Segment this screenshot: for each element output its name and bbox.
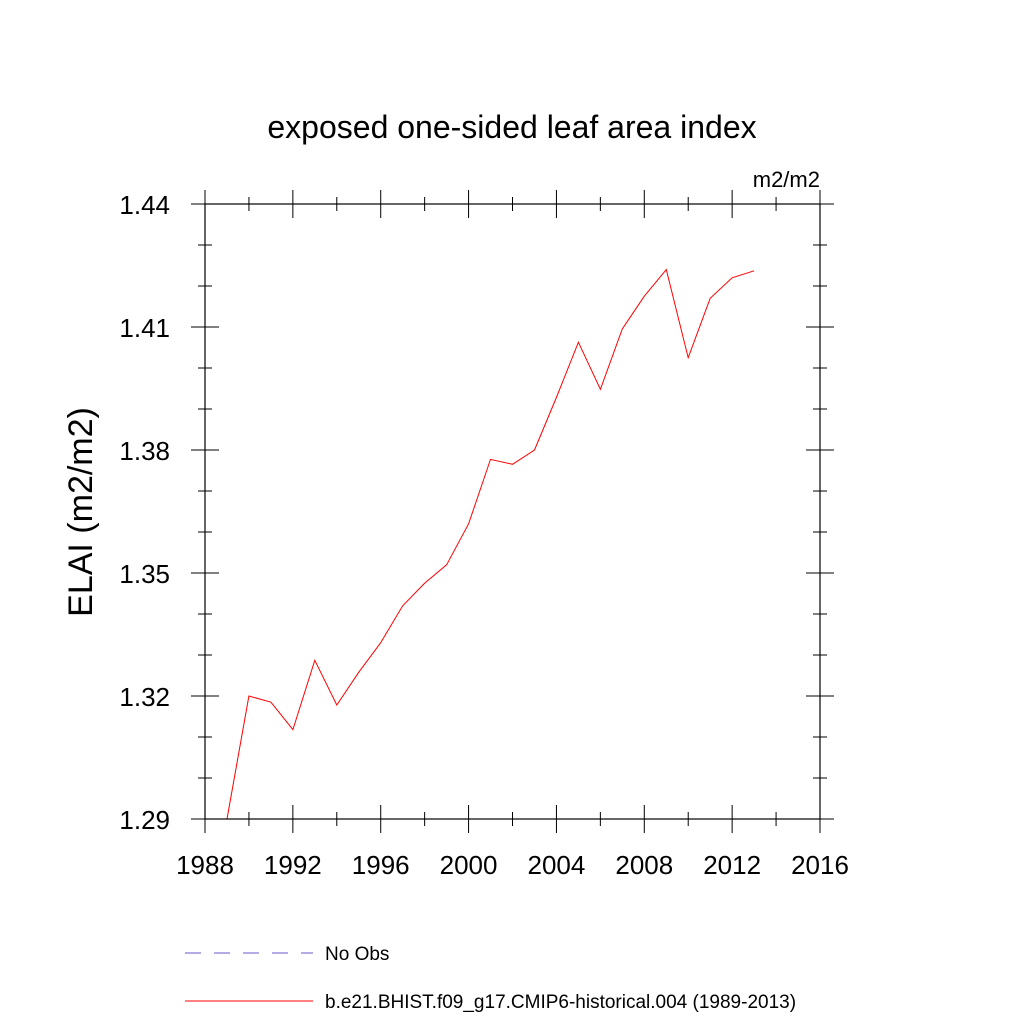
axis-ticks bbox=[191, 190, 834, 833]
x-tick-labels: 1988 1992 1996 2000 2004 2008 2012 2016 bbox=[176, 850, 849, 880]
data-series bbox=[226, 268, 755, 820]
x-tick-label: 2012 bbox=[703, 850, 761, 880]
y-tick-label: 1.35 bbox=[119, 559, 170, 589]
legend: No Obs b.e21.BHIST.f09_g17.CMIP6-histori… bbox=[185, 944, 796, 1013]
units-label: m2/m2 bbox=[753, 167, 820, 192]
x-tick-label: 2008 bbox=[615, 850, 673, 880]
legend-label-historical: b.e21.BHIST.f09_g17.CMIP6-historical.004… bbox=[325, 992, 796, 1013]
y-tick-label: 1.38 bbox=[119, 436, 170, 466]
series-line-0 bbox=[226, 268, 755, 820]
x-tick-label: 2000 bbox=[440, 850, 498, 880]
y-tick-labels: 1.29 1.32 1.35 1.38 1.41 1.44 bbox=[119, 190, 170, 835]
plot-frame bbox=[204, 203, 821, 820]
chart-title: exposed one-sided leaf area index bbox=[267, 109, 756, 145]
x-tick-label: 2004 bbox=[528, 850, 586, 880]
y-tick-label: 1.44 bbox=[119, 190, 170, 220]
x-tick-label: 2016 bbox=[791, 850, 849, 880]
x-tick-label: 1992 bbox=[264, 850, 322, 880]
x-tick-label: 1988 bbox=[176, 850, 234, 880]
legend-label-no-obs: No Obs bbox=[325, 944, 389, 965]
x-tick-label: 1996 bbox=[352, 850, 410, 880]
y-tick-label: 1.29 bbox=[119, 805, 170, 835]
y-tick-label: 1.41 bbox=[119, 313, 170, 343]
y-tick-label: 1.32 bbox=[119, 682, 170, 712]
y-axis-label: ELAI (m2/m2) bbox=[62, 407, 100, 617]
